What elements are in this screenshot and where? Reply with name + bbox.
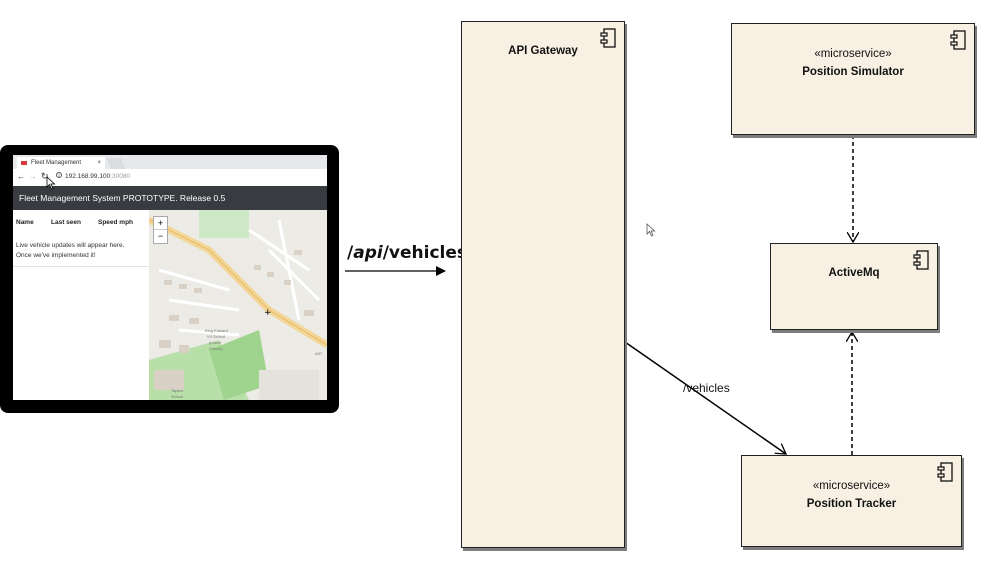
- favicon-icon: [21, 161, 27, 165]
- empty-message-line1: Live vehicle updates will appear here.: [16, 242, 125, 249]
- address-bar[interactable]: ← → ↻ i 192.168.99.100:30080: [13, 169, 327, 187]
- position-tracker-component[interactable]: «microservice» Position Tracker: [741, 455, 962, 547]
- component-stereotype: «microservice»: [812, 480, 891, 492]
- map-label: Tapton: [171, 388, 184, 393]
- tab-title: Fleet Management: [31, 160, 82, 166]
- map-label: School): [209, 346, 223, 351]
- divider: [13, 266, 149, 267]
- mouse-pointer-icon: [646, 223, 656, 237]
- browser-frame: Fleet Management × ← → ↻ i 192.168.99.10…: [0, 145, 339, 413]
- col-header-last-seen: Last seen: [51, 219, 81, 226]
- vehicles-connector-label: /vehicles: [683, 381, 730, 395]
- gateway-to-tracker-arrow: [624, 341, 786, 454]
- map-label: VII School: [207, 334, 226, 339]
- component-icon: [950, 30, 966, 50]
- browser-window: Fleet Management × ← → ↻ i 192.168.99.10…: [13, 155, 327, 400]
- zoom-out-button[interactable]: −: [157, 231, 164, 241]
- map-label: A57: [315, 351, 323, 356]
- mouse-pointer-icon: [46, 176, 56, 190]
- map-label: (Lower: [209, 340, 222, 345]
- component-icon: [600, 28, 616, 48]
- activemq-component[interactable]: ActiveMq: [770, 243, 938, 330]
- col-header-name: Name: [16, 219, 34, 226]
- zoom-in-button[interactable]: +: [154, 217, 167, 230]
- map-tiles: +: [149, 210, 327, 400]
- browser-tab[interactable]: Fleet Management ×: [17, 157, 105, 169]
- tab-close-icon[interactable]: ×: [97, 160, 101, 166]
- component-name: Position Simulator: [802, 66, 904, 78]
- map-label: King Edward: [205, 328, 228, 333]
- empty-message: Live vehicle updates will appear here. O…: [16, 241, 148, 261]
- map-label: School: [171, 394, 184, 399]
- app-header: Fleet Management System PROTOTYPE. Relea…: [13, 186, 327, 210]
- url-host: 192.168.99.100:30080: [65, 173, 131, 180]
- component-stereotype: «microservice»: [814, 48, 892, 60]
- component-name: Position Tracker: [806, 498, 897, 510]
- api-vehicles-label: /api/vehicles: [347, 243, 467, 263]
- new-tab-button[interactable]: [106, 158, 126, 169]
- position-simulator-component[interactable]: «microservice» Position Simulator: [731, 23, 975, 135]
- component-icon: [937, 462, 953, 482]
- component-name: API Gateway: [508, 45, 578, 57]
- api-gateway-component[interactable]: API Gateway: [461, 21, 625, 548]
- map-zoom-control[interactable]: + −: [153, 216, 168, 244]
- tab-bar: Fleet Management ×: [13, 155, 327, 169]
- empty-message-line2: Once we've implemented it!: [16, 252, 96, 259]
- back-arrow-icon[interactable]: ←: [17, 172, 25, 181]
- reload-icon[interactable]: ↻: [41, 171, 49, 181]
- col-header-speed: Speed mph: [98, 219, 134, 226]
- map-view[interactable]: + + − King Edward VII School (Lower Scho…: [149, 210, 327, 400]
- info-icon[interactable]: i: [56, 172, 62, 179]
- component-icon: [913, 250, 929, 270]
- component-name: ActiveMq: [828, 267, 880, 279]
- svg-text:+: +: [264, 308, 272, 318]
- forward-arrow-icon[interactable]: →: [29, 172, 37, 181]
- vehicle-table: Name Last seen Speed mph Live vehicle up…: [13, 210, 149, 400]
